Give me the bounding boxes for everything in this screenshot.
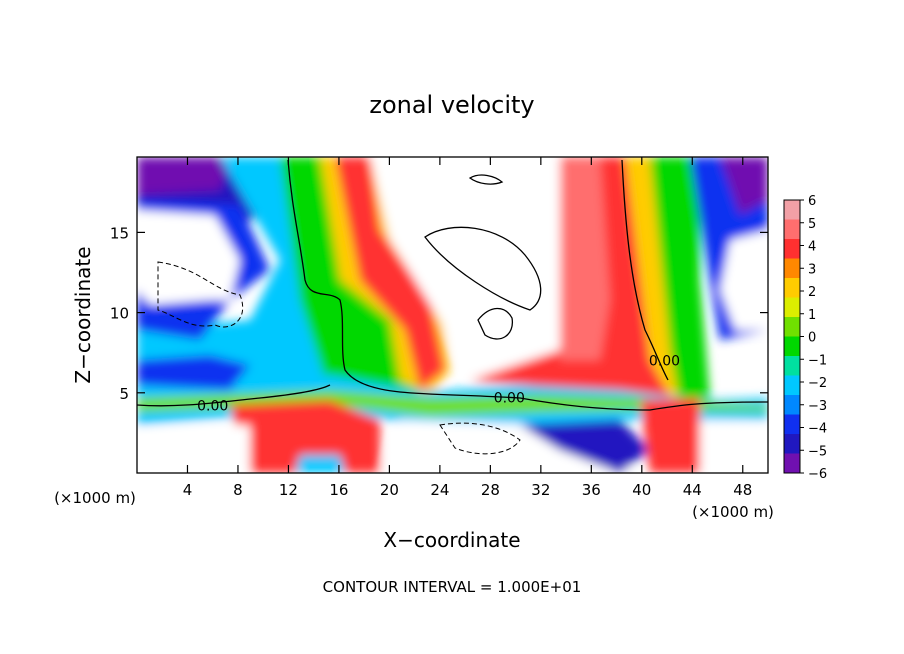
colorbar-tick-label: 3: [808, 262, 816, 277]
chart-title: zonal velocity: [369, 91, 534, 119]
y-axis: 5 10 15: [110, 224, 768, 403]
contour-labels: 0.00 0.00 0.00: [197, 354, 680, 415]
x-tick-label: 16: [329, 481, 348, 499]
colorbar-tick-label: 5: [808, 217, 816, 232]
y-axis-label: Z−coordinate: [71, 246, 95, 383]
x-tick-label: 40: [632, 481, 651, 499]
colorbar-tick-label: 4: [808, 240, 816, 255]
x-unit-right: (×1000 m): [692, 503, 774, 521]
contour-lines: [137, 159, 768, 411]
colorbar-swatch: [784, 278, 800, 298]
colorbar-tick-label: −4: [808, 422, 827, 437]
y-tick-label: 5: [119, 385, 129, 403]
x-tick-label: 24: [430, 481, 449, 499]
plot-area: [137, 157, 768, 473]
colorbar-swatch: [784, 434, 800, 454]
colorbar-tick-label: −1: [808, 353, 827, 368]
x-tick-label: 8: [233, 481, 243, 499]
y-tick-label: 10: [110, 305, 129, 323]
contour-label: 0.00: [494, 391, 525, 407]
x-axis-label: X−coordinate: [383, 528, 520, 552]
x-tick-label: 48: [733, 481, 752, 499]
colorbar-swatch: [784, 414, 800, 435]
colorbar-swatch: [784, 219, 800, 240]
contour-interval-note: CONTOUR INTERVAL = 1.000E+01: [323, 578, 582, 596]
colorbar-tick-label: 6: [808, 194, 816, 209]
colorbar-tick-label: −6: [808, 467, 827, 482]
colorbar-swatch: [784, 317, 800, 337]
colorbar-swatch: [784, 297, 800, 318]
colorbar-swatch: [784, 200, 800, 220]
colorbar: 6 5 4 3 2 1 0 −1 −2 −3 −4 −5 −6: [783, 194, 827, 482]
colorbar-tick-label: 0: [808, 331, 816, 346]
dashed-contours: [157, 261, 521, 455]
colorbar-swatch: [784, 356, 800, 376]
colorbar-swatch: [784, 375, 800, 396]
contour-label: 0.00: [649, 354, 680, 370]
x-tick-label: 20: [380, 481, 399, 499]
plot-frame: [136, 156, 769, 474]
x-tick-label: 12: [279, 481, 298, 499]
colorbar-tick-label: 2: [808, 285, 816, 300]
x-tick-label: 4: [183, 481, 193, 499]
x-tick-label: 32: [531, 481, 550, 499]
contour-label: 0.00: [197, 399, 228, 415]
x-tick-label: 44: [683, 481, 702, 499]
colorbar-swatch: [784, 258, 800, 279]
colorbar-swatch: [784, 395, 800, 415]
y-tick-label: 15: [110, 224, 129, 242]
colorbar-tick-label: −5: [808, 444, 827, 459]
colorbar-tick-label: −2: [808, 376, 827, 391]
colorbar-swatch: [784, 239, 800, 259]
x-tick-label: 36: [582, 481, 601, 499]
x-axis: 4 8 12 16 20 24 28 32 36 40 44 48: [183, 157, 752, 499]
colorbar-tick-label: −3: [808, 399, 827, 414]
x-tick-label: 28: [481, 481, 500, 499]
x-unit-left: (×1000 m): [54, 489, 136, 507]
colorbar-swatch: [784, 336, 800, 357]
colorbar-tick-label: 1: [808, 308, 816, 323]
colorbar-swatch: [784, 453, 800, 474]
